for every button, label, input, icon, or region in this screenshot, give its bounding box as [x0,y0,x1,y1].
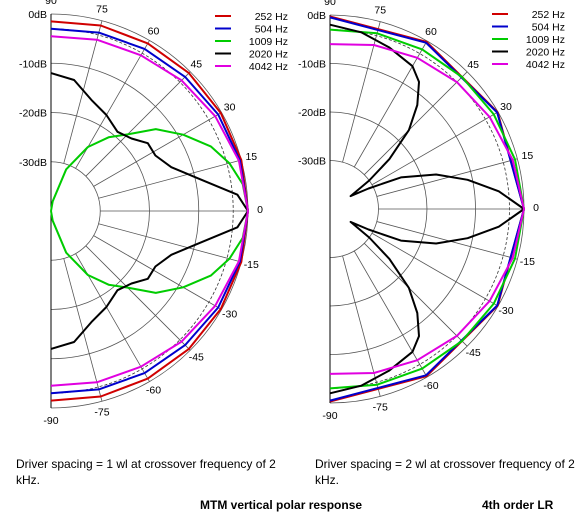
caption-left: Driver spacing = 1 wl at crossover frequ… [16,457,276,487]
right-grid-spoke [342,255,381,397]
left-series-4042-hz [50,35,249,387]
right-angle-label: 45 [467,59,479,71]
right-grid-spoke [376,221,518,260]
right-legend-label: 4042 Hz [526,59,565,71]
left-legend-label: 4042 Hz [249,61,288,73]
footer-title: MTM vertical polar response [200,498,363,512]
left-radial-label: -20dB [19,108,47,120]
right-grid-spoke [364,243,468,347]
left-grid-ring [50,161,101,261]
right-grid-spoke [342,21,381,163]
left-legend-label: 2020 Hz [249,49,288,61]
right-radial-label: 0dB [307,10,326,22]
polar-plot-right: 90 75 60 45 30 15 0 -15 -30 -45 -60 -75 -90 0dB -10dB -… [298,0,565,422]
right-grid-spoke [353,40,428,168]
left-grid-spoke [63,258,103,402]
right-grid-spoke [371,111,499,186]
left-grid [50,13,249,409]
left-grid-spoke [85,71,191,177]
left-angle-label: -90 [43,415,58,427]
left-grid-spoke [93,235,222,310]
left-angle-label: 0 [257,204,263,216]
footer-filter: 4th order LR [482,498,554,512]
left-angle-label: -15 [244,259,259,271]
left-angle-label: -75 [94,406,109,418]
right-grid-ring [329,160,379,258]
left-grid-spoke [85,245,191,351]
right-grid [329,14,525,404]
right-angle-label: 30 [500,101,512,113]
left-angle-label: 45 [190,59,202,71]
right-angle-label: -30 [498,305,513,317]
left-angle-label: 75 [96,4,108,16]
right-angle-label: -75 [373,401,388,413]
right-angle-label: 15 [522,150,534,162]
right-angle-label: -60 [423,380,438,392]
polar-plot-left: 90 75 60 45 30 15 0 -15 -30 -45 -60 -75 -90 0dB -10dB -… [19,0,288,427]
left-angle-label: 30 [224,102,236,114]
left-radial-label: 0dB [28,9,47,21]
right-angle-label: 90 [324,0,336,8]
right-radial-label: -20dB [298,107,326,119]
right-series-4042-hz [329,43,525,375]
left-legend-label: 504 Hz [255,24,288,36]
left-angle-label: 15 [245,151,257,163]
left-grid-spoke [93,112,222,187]
right-angle-label: -15 [520,256,535,268]
right-legend-label: 504 Hz [532,22,565,34]
right-angle-label: -90 [322,410,337,422]
left-angle-label: 60 [148,25,160,37]
right-radial-label: -10dB [298,59,326,71]
left-legend-label: 1009 Hz [249,36,288,48]
right-legend-label: 1009 Hz [526,34,565,46]
left-radial-label: -30dB [19,157,47,169]
caption-right: Driver spacing = 2 wl at crossover frequ… [315,457,575,487]
right-grid-spoke [371,232,499,307]
right-radial-label: -30dB [298,156,326,168]
left-angle-label: -30 [222,309,237,321]
right-grid-spoke [364,71,468,175]
left-grid-spoke [98,223,242,263]
right-legend-label: 252 Hz [532,9,565,21]
left-angle-label: -60 [146,385,161,397]
right-angle-label: 60 [425,26,437,38]
left-grid-spoke [98,159,242,199]
right-angle-label: 75 [374,5,386,17]
right-legend-label: 2020 Hz [526,47,565,59]
left-grid-spoke [63,20,103,164]
right-angle-label: -45 [466,347,481,359]
left-legend-label: 252 Hz [255,11,288,23]
left-radial-label: -10dB [19,58,47,70]
right-grid-spoke [376,158,518,197]
right-grid-spoke [353,250,428,378]
right-angle-label: 0 [533,202,539,214]
left-angle-label: -45 [189,351,204,363]
left-angle-label: 90 [45,0,57,7]
